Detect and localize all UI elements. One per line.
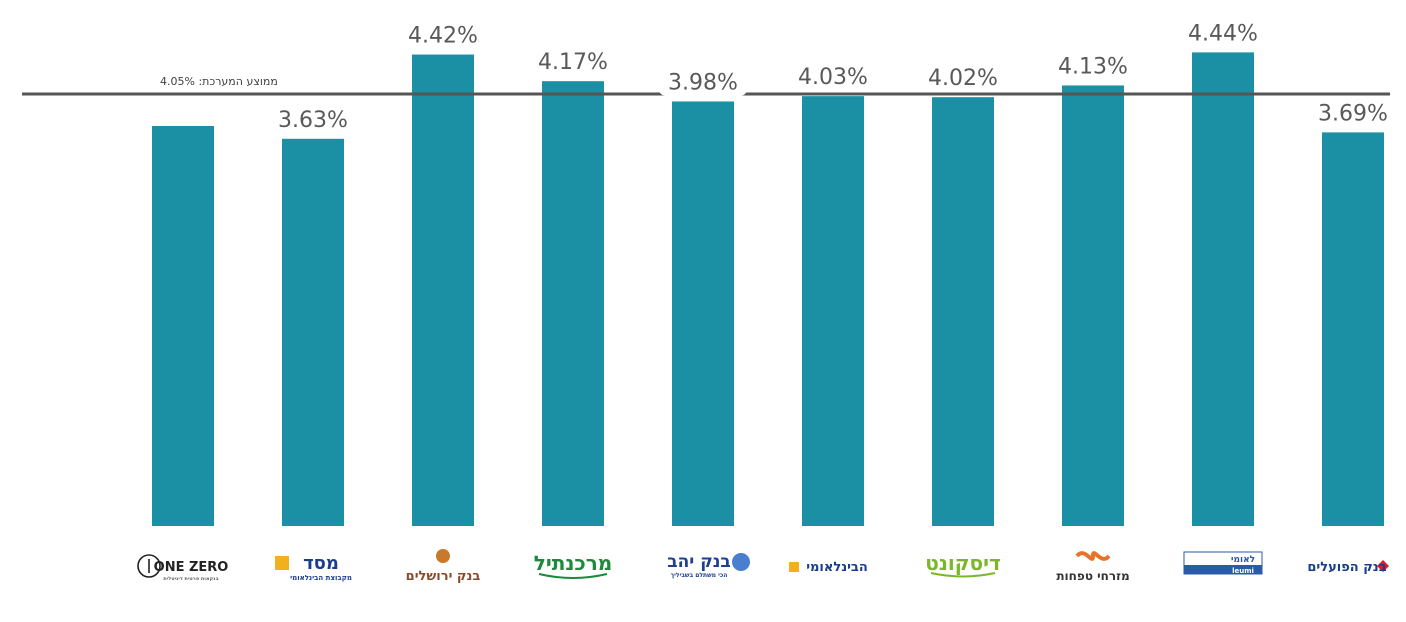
mizrahi-logo: מזרחי טפחות xyxy=(1056,551,1130,583)
bar-mizrahi xyxy=(1062,85,1124,526)
svg-text:בנק ירושלים: בנק ירושלים xyxy=(406,569,481,584)
bar-beinleumi xyxy=(802,96,864,526)
data-label-hapoalim: 3.69% xyxy=(1318,101,1388,126)
data-label-mizrahi: 4.13% xyxy=(1058,54,1128,79)
data-label-discount: 4.02% xyxy=(928,66,998,91)
bar-jerusalem xyxy=(412,54,474,527)
bars-group xyxy=(152,52,1384,527)
svg-text:בנק יהב: בנק יהב xyxy=(667,552,731,572)
data-label-leumi: 4.44% xyxy=(1188,21,1258,46)
svg-text:ONE ZERO: ONE ZERO xyxy=(154,560,229,575)
svg-text:הבינלאומי: הבינלאומי xyxy=(806,560,868,575)
svg-text:מקבוצת הבינלאומי: מקבוצת הבינלאומי xyxy=(290,574,352,582)
discount-logo: דיסקונט xyxy=(925,551,1001,578)
bar-hapoalim xyxy=(1322,132,1384,526)
svg-text:מרכנתיל: מרכנתיל xyxy=(534,551,613,575)
leumi-logo: לאומי leumi xyxy=(1183,551,1263,575)
bar-mercantile xyxy=(542,81,604,526)
data-label-jerusalem: 4.42% xyxy=(408,24,478,49)
bar-discount xyxy=(932,97,994,526)
svg-text:לאומי: לאומי xyxy=(1231,555,1255,565)
bar-one-zero xyxy=(152,126,214,526)
mercantile-logo: מרכנתיל xyxy=(534,551,613,579)
svg-text:דיסקונט: דיסקונט xyxy=(925,551,1000,575)
jerusalem-logo: בנק ירושלים xyxy=(406,549,481,584)
data-label-beinleumi: 4.03% xyxy=(798,65,868,90)
svg-text:הכי משתלם בשביליך: הכי משתלם בשביליך xyxy=(671,572,728,579)
svg-text:מסד: מסד xyxy=(303,553,339,574)
average-label: ממוצע המערכת: 4.05% xyxy=(160,75,278,88)
data-label-bg xyxy=(659,67,747,96)
beinleumi-logo: הבינלאומי xyxy=(789,560,868,575)
data-labels: 3.63% 4.42% 4.17% 3.98% 4.03% 4.02% 4.13% 4.44%… xyxy=(278,21,1388,132)
svg-text:בנק הפועלים: בנק הפועלים xyxy=(1307,560,1386,575)
data-label-yahav: 3.98% xyxy=(668,70,738,95)
svg-text:מזרחי טפחות: מזרחי טפחות xyxy=(1056,569,1129,583)
bar-massad xyxy=(282,138,344,527)
svg-text:leumi: leumi xyxy=(1232,567,1254,575)
data-label-mercantile: 4.17% xyxy=(538,50,608,75)
bar-yahav xyxy=(672,101,734,526)
bar-leumi xyxy=(1192,52,1254,527)
hapoalim-logo: בנק הפועלים xyxy=(1307,560,1389,575)
data-label-massad: 3.63% xyxy=(278,108,348,133)
svg-text:בנקאות פרטית דיגיטלית: בנקאות פרטית דיגיטלית xyxy=(163,576,218,582)
